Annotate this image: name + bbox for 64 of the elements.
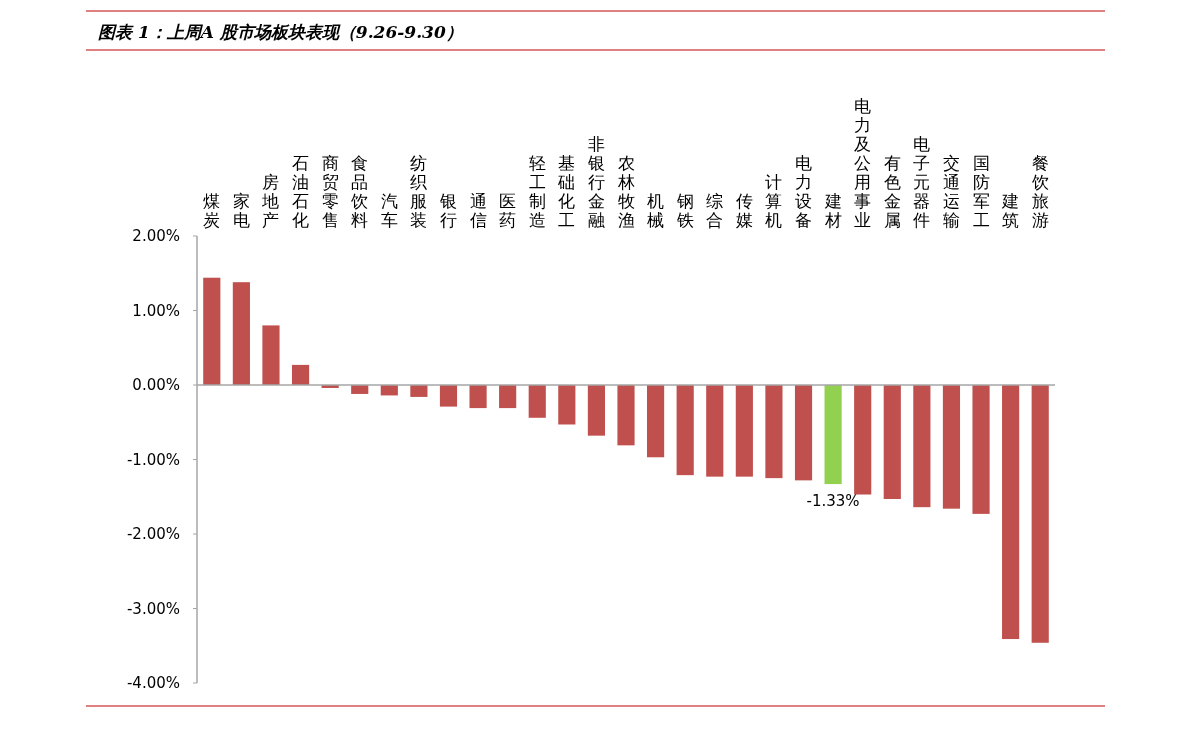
bar: [469, 385, 487, 409]
y-tick-label: 1.00%: [132, 301, 180, 320]
x-tick-label: 商贸零售: [321, 153, 339, 230]
bar: [291, 364, 310, 385]
bar: [854, 385, 872, 495]
x-tick-label: 建材: [823, 191, 842, 230]
bar: [794, 385, 813, 481]
x-tick-label: 电子元器件: [913, 134, 931, 230]
x-tick-label: 建筑: [1001, 191, 1020, 230]
bar: [439, 385, 458, 407]
x-tick-label: 石油石化: [292, 153, 310, 230]
bar: [558, 385, 576, 425]
bar: [617, 385, 635, 446]
x-tick-label: 电力设备: [795, 153, 813, 230]
bar: [735, 385, 753, 477]
x-tick-label: 传媒: [735, 191, 753, 230]
y-tick-label: -3.00%: [126, 599, 180, 618]
x-tick-label: 综合: [706, 191, 724, 230]
bar: [1031, 385, 1049, 643]
y-tick-label: 2.00%: [132, 227, 180, 245]
bar: [262, 325, 280, 385]
x-tick-label: 交通运输: [942, 153, 960, 230]
y-tick-label: 0.00%: [132, 376, 180, 394]
bar: [676, 385, 694, 476]
bar: [499, 385, 517, 409]
x-tick-label: 钢铁: [675, 191, 694, 230]
bar: [1002, 385, 1020, 640]
x-tick-label: 房地产: [261, 172, 280, 230]
bar: [647, 385, 665, 458]
x-tick-label: 计算机: [765, 172, 783, 230]
bar: [883, 385, 901, 499]
bar: [913, 385, 931, 508]
bar: [232, 282, 250, 385]
x-tick-label: 纺织服装: [410, 153, 428, 230]
bar: [765, 385, 783, 479]
x-tick-label: 电力及公用事业: [854, 96, 872, 230]
bar: [824, 385, 842, 485]
bar: [972, 385, 990, 514]
bar: [410, 385, 428, 397]
x-tick-label: 农林牧渔: [616, 153, 635, 230]
x-tick-label: 轻工制造: [528, 153, 546, 230]
x-tick-label: 基础化工: [557, 153, 576, 230]
x-tick-label: 国防军工: [972, 153, 990, 230]
x-tick-label: 煤炭: [203, 191, 221, 230]
x-tick-label: 通信: [469, 191, 487, 230]
y-tick-label: -2.00%: [126, 525, 180, 543]
y-tick-label: -1.00%: [126, 450, 180, 469]
x-tick-label: 银行: [438, 191, 457, 230]
bar: [203, 277, 221, 385]
x-tick-label: 家电: [232, 191, 250, 230]
x-tick-label: 非银行金融: [586, 134, 605, 230]
data-label: -1.33%: [806, 492, 860, 511]
bar: [587, 385, 605, 436]
chart-title: 图表 1：上周A 股市场板块表现（9.26-9.30）: [98, 22, 463, 42]
bar: [706, 385, 724, 477]
bar: [942, 385, 961, 509]
x-tick-label: 食品饮料: [350, 153, 369, 230]
x-tick-label: 有色金属: [883, 153, 901, 230]
x-tick-label: 餐饮旅游: [1030, 153, 1049, 230]
bar: [528, 385, 546, 418]
x-tick-label: 机械: [647, 191, 665, 230]
y-tick-label: -4.00%: [126, 674, 180, 692]
x-tick-label: 医药: [499, 191, 517, 230]
x-tick-label: 汽车: [380, 191, 398, 230]
